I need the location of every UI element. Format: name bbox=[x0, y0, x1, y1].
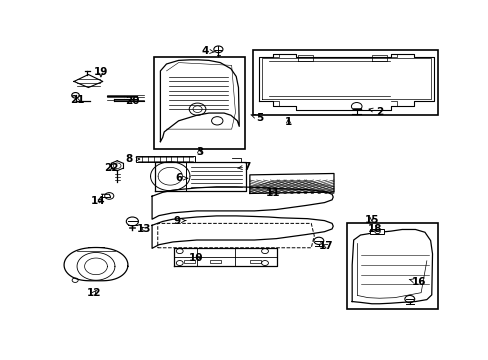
Text: 13: 13 bbox=[137, 225, 151, 234]
Text: 11: 11 bbox=[265, 188, 280, 198]
Text: 19: 19 bbox=[94, 67, 108, 77]
Text: 8: 8 bbox=[125, 154, 140, 164]
Text: 21: 21 bbox=[70, 95, 84, 105]
Text: 20: 20 bbox=[125, 96, 140, 107]
Text: 10: 10 bbox=[188, 253, 203, 263]
Bar bbox=[249, 260, 261, 263]
Text: 9: 9 bbox=[173, 216, 185, 226]
Bar bbox=[369, 229, 384, 234]
Text: 2: 2 bbox=[368, 107, 382, 117]
Bar bbox=[210, 260, 221, 263]
Bar bbox=[183, 260, 195, 263]
Text: 5: 5 bbox=[250, 113, 263, 123]
Bar bbox=[252, 50, 437, 115]
Text: 4: 4 bbox=[201, 46, 214, 56]
Bar bbox=[346, 223, 437, 309]
Text: 7: 7 bbox=[237, 162, 250, 172]
Text: 18: 18 bbox=[367, 224, 382, 234]
Text: 14: 14 bbox=[91, 196, 105, 206]
Text: 15: 15 bbox=[364, 215, 378, 225]
Text: 3: 3 bbox=[195, 147, 203, 157]
Bar bbox=[136, 156, 195, 162]
Text: 1: 1 bbox=[285, 117, 291, 127]
Text: 12: 12 bbox=[87, 288, 102, 298]
Text: 16: 16 bbox=[408, 277, 426, 287]
Text: 22: 22 bbox=[103, 163, 118, 173]
Bar bbox=[154, 57, 244, 149]
Text: 6: 6 bbox=[175, 173, 187, 183]
Text: 17: 17 bbox=[319, 241, 333, 251]
